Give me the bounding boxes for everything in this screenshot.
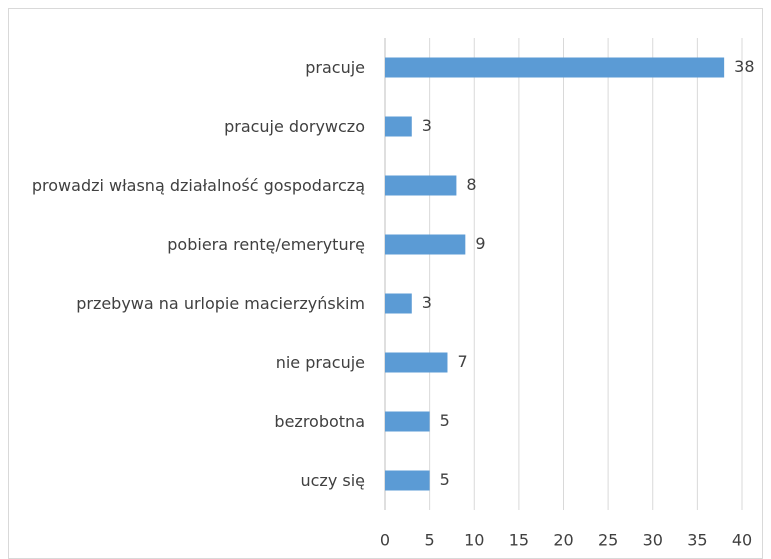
value-label: 7 [457, 352, 467, 371]
x-tick-label: 40 [732, 531, 752, 550]
y-tick-label-box: pracuje dorywczo [5, 115, 365, 139]
y-tick-label: pracuje [305, 57, 365, 77]
value-label: 9 [475, 234, 485, 253]
y-tick-label: nie pracuje [275, 352, 365, 372]
y-tick-label-box: pracuje [5, 56, 365, 80]
x-tick-label: 10 [464, 531, 484, 550]
bar [385, 57, 725, 78]
x-tick-label: 5 [425, 531, 435, 550]
value-label: 38 [734, 57, 754, 76]
bar [385, 234, 466, 255]
bar [385, 470, 430, 491]
y-tick-label: bezrobotna [274, 411, 365, 431]
x-tick-label: 15 [509, 531, 529, 550]
y-tick-label-box: uczy się [5, 469, 365, 493]
y-tick-label: prowadzi własną działalność gospodarczą [31, 175, 365, 195]
y-tick-label: pobiera rentę/emeryturę [167, 234, 365, 254]
x-tick-label: 35 [687, 531, 707, 550]
y-tick-label: pracuje dorywczo [224, 116, 365, 136]
x-tick-label: 20 [553, 531, 573, 550]
bar [385, 352, 448, 373]
x-tick-label: 0 [380, 531, 390, 550]
y-tick-label-box: bezrobotna [5, 410, 365, 434]
bar [385, 411, 430, 432]
bar [385, 293, 412, 314]
y-tick-label: przebywa na urlopie macierzyńskim [76, 293, 365, 313]
bar [385, 116, 412, 137]
value-label: 5 [440, 411, 450, 430]
bar [385, 175, 457, 196]
x-tick-label: 25 [598, 531, 618, 550]
y-tick-label-box: nie pracuje [5, 351, 365, 375]
y-tick-label-box: przebywa na urlopie macierzyńskim [5, 292, 365, 316]
value-label: 3 [422, 293, 432, 312]
value-label: 8 [466, 175, 476, 194]
y-tick-label: uczy się [300, 470, 365, 490]
value-label: 3 [422, 116, 432, 135]
y-tick-label-box: pobiera rentę/emeryturę [5, 233, 365, 257]
x-tick-label: 30 [643, 531, 663, 550]
value-label: 5 [440, 470, 450, 489]
y-tick-label-box: prowadzi własną działalność gospodarczą [5, 174, 365, 198]
